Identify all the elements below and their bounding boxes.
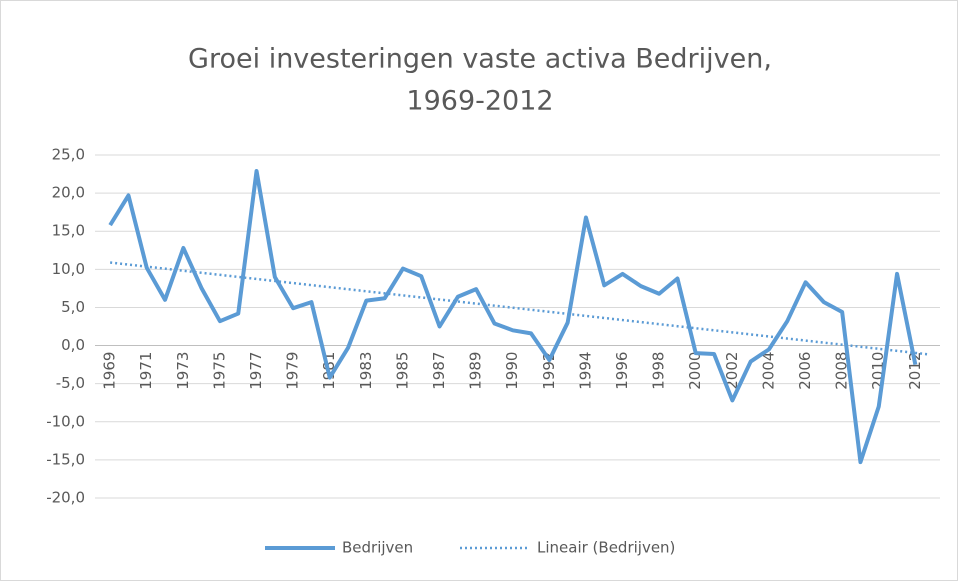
x-tick-label: 2006 bbox=[796, 352, 814, 390]
data-line bbox=[108, 169, 918, 465]
x-tick-label: 2012 bbox=[906, 352, 924, 390]
y-tick-label: 5,0 bbox=[61, 298, 85, 316]
x-tick-label: 1969 bbox=[101, 352, 119, 390]
x-tick-label: 1987 bbox=[430, 352, 448, 390]
chart-title: 1969-2012 bbox=[406, 86, 553, 117]
y-tick-label: 10,0 bbox=[52, 260, 85, 278]
y-tick-label: -15,0 bbox=[46, 450, 85, 468]
x-tick-label: 1992 bbox=[540, 352, 558, 390]
y-tick-label: 20,0 bbox=[52, 184, 85, 202]
x-tick-label: 1975 bbox=[210, 352, 228, 390]
x-tick-label: 2002 bbox=[723, 352, 741, 390]
x-tick-label: 2004 bbox=[759, 352, 777, 390]
x-tick-label: 1998 bbox=[650, 352, 668, 390]
y-tick-label: -20,0 bbox=[46, 489, 85, 507]
x-tick-label: 1989 bbox=[467, 352, 485, 390]
y-tick-label: 15,0 bbox=[52, 222, 85, 240]
x-tick-label: 1971 bbox=[137, 352, 155, 390]
chart-title: Groei investeringen vaste activa Bedrijv… bbox=[188, 44, 772, 75]
y-tick-label: -5,0 bbox=[56, 374, 85, 392]
x-tick-label: 1979 bbox=[284, 352, 302, 390]
x-tick-label: 1985 bbox=[393, 352, 411, 390]
x-tick-label: 2000 bbox=[686, 352, 704, 390]
legend-label: Lineair (Bedrijven) bbox=[537, 539, 675, 557]
y-tick-label: 0,0 bbox=[61, 336, 85, 354]
x-tick-label: 1983 bbox=[357, 352, 375, 390]
y-tick-label: -10,0 bbox=[46, 412, 85, 430]
trendline bbox=[110, 261, 929, 356]
x-tick-label: 1973 bbox=[174, 352, 192, 390]
x-tick-label: 1994 bbox=[576, 352, 594, 390]
legend-label: Bedrijven bbox=[342, 539, 413, 557]
x-tick-label: 1990 bbox=[503, 352, 521, 390]
x-tick-label: 1996 bbox=[613, 352, 631, 390]
x-tick-label: 1977 bbox=[247, 352, 265, 390]
y-tick-label: 25,0 bbox=[52, 146, 85, 164]
